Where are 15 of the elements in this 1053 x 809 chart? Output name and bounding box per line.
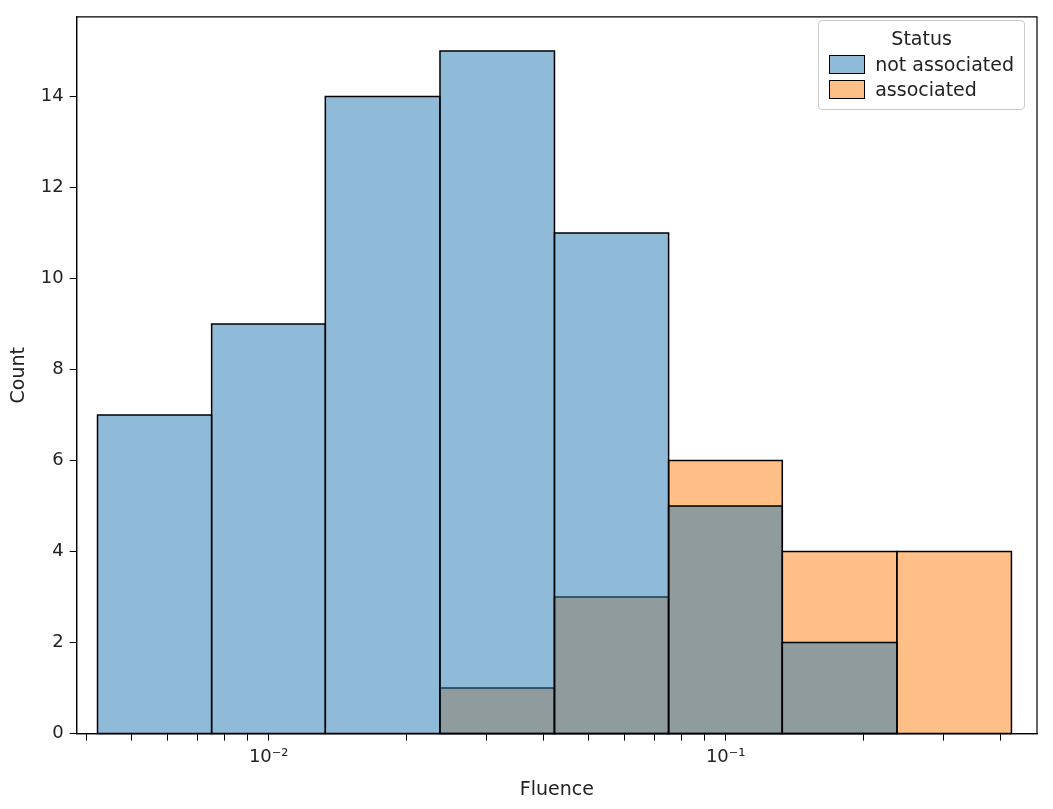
y-tick-label: 14 [40,84,64,106]
y-tick-label: 12 [40,175,64,197]
y-tick-label: 6 [52,448,64,470]
y-tick-label: 2 [52,630,64,652]
y-tick-label: 10 [40,266,64,288]
legend-label: not associated [875,53,1014,75]
y-axis-title: Count [6,346,29,404]
legend-label: associated [875,78,977,100]
y-tick-label: 8 [52,357,64,379]
y-tick-label: 4 [52,539,64,561]
legend-title: Status [890,27,953,49]
x-tick-label: 10⁻² [248,745,289,767]
x-axis-title: Fluence [519,776,594,799]
x-tick-label: 10⁻¹ [705,745,746,767]
y-tick-label: 0 [52,721,64,743]
